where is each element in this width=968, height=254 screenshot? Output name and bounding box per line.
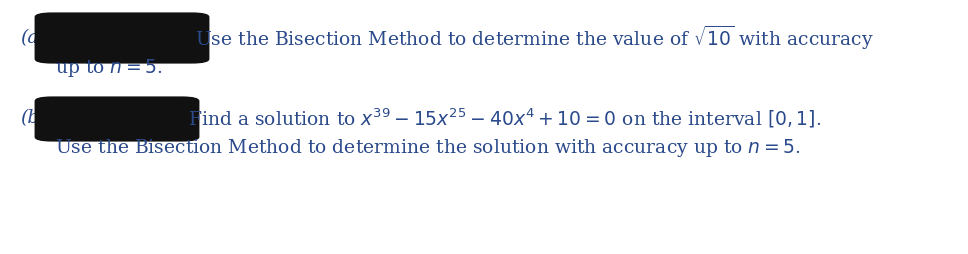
Text: Find a solution to $x^{39} - 15x^{25} - 40x^4 + 10 = 0$ on the interval $[0, 1]$: Find a solution to $x^{39} - 15x^{25} - … <box>188 106 821 129</box>
Text: Use the Bisection Method to determine the value of $\sqrt{10}$ with accuracy: Use the Bisection Method to determine th… <box>195 24 874 52</box>
Text: (a): (a) <box>20 29 45 47</box>
Text: Use the Bisection Method to determine the solution with accuracy up to $n = 5$.: Use the Bisection Method to determine th… <box>55 136 801 158</box>
Text: up to $n = 5$.: up to $n = 5$. <box>55 57 163 79</box>
FancyBboxPatch shape <box>35 13 209 64</box>
FancyBboxPatch shape <box>35 97 199 142</box>
Text: (b): (b) <box>20 108 46 126</box>
